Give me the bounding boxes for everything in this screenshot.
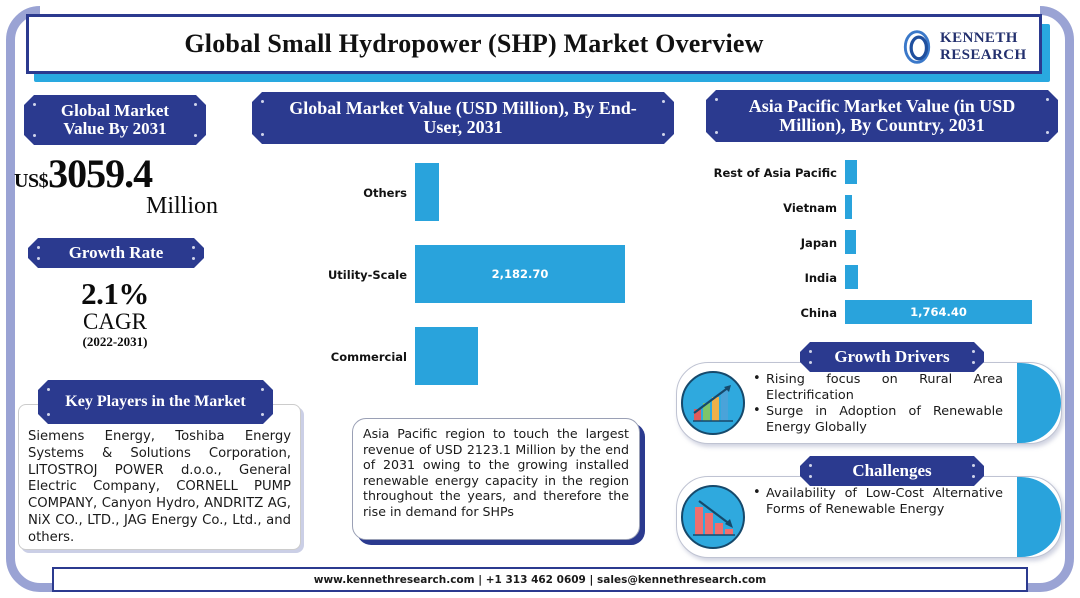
list-item: Surge in Adoption of Renewable Energy Gl… <box>753 403 1003 436</box>
ribbon-challenges: Challenges <box>800 456 984 486</box>
chart-bar <box>415 327 478 385</box>
cagr-percent: 2.1% <box>81 276 149 311</box>
ribbon-growth-drivers: Growth Drivers <box>800 342 984 372</box>
key-players-text: Siemens Energy, Toshiba Energy Systems &… <box>28 429 291 545</box>
chart-bar <box>845 195 852 219</box>
headline-market-value: US$3059.4 Million <box>14 150 224 220</box>
chart-bar-row: Others <box>258 155 670 229</box>
cagr-label: CAGR <box>83 309 147 334</box>
ribbon-label: Growth Drivers <box>834 346 950 366</box>
chart-bar: 1,764.40 <box>845 300 1032 324</box>
chart-bar <box>415 163 439 221</box>
cagr-block: 2.1% CAGR (2022-2031) <box>20 276 210 350</box>
bar-category-label: Rest of Asia Pacific <box>713 165 837 180</box>
bar-value-label: 1,764.40 <box>910 305 967 319</box>
ribbon-key-players: Key Players in the Market <box>38 380 273 424</box>
footer-contact-text: www.kennethresearch.com | +1 313 462 060… <box>313 573 767 586</box>
ribbon-label: Global Market Value (USD Million), By En… <box>289 97 637 137</box>
ribbon-apac-chart: Asia Pacific Market Value (in USD Millio… <box>706 90 1058 142</box>
chart-bar <box>845 160 857 184</box>
chart-bar <box>845 230 856 254</box>
bar-category-label: India <box>804 270 837 285</box>
chart-bar <box>845 265 858 289</box>
bar-category-label: Utility-Scale <box>327 267 407 282</box>
ribbon-global-end-user-chart: Global Market Value (USD Million), By En… <box>252 92 674 144</box>
growth-chart-up-icon <box>681 371 745 435</box>
bar-category-label: Commercial <box>330 349 407 364</box>
growth-drivers-list: Rising focus on Rural Area Electrificati… <box>753 371 1003 436</box>
brand-logo: KENNETH RESEARCH <box>899 26 1029 68</box>
chart-bar-row: Utility-Scale 2,182.70 <box>258 237 670 311</box>
challenges-panel: Availability of Low-Cost Alternative For… <box>676 476 1062 558</box>
title-banner: Global Small Hydropower (SHP) Market Ove… <box>26 14 1042 74</box>
bar-value-label: 2,182.70 <box>491 267 549 281</box>
panel-accent-cap <box>1017 363 1061 443</box>
market-value-number: 3059.4 <box>48 151 153 196</box>
cagr-period: (2022-2031) <box>82 334 148 349</box>
market-value-unit: Million <box>145 193 218 219</box>
callout-text: Asia Pacific region to touch the largest… <box>363 426 629 519</box>
logo-line-2: RESEARCH <box>940 47 1027 63</box>
currency-symbol: US$ <box>14 170 49 192</box>
growth-drivers-panel: Rising focus on Rural Area Electrificati… <box>676 362 1062 444</box>
bar-category-label: Others <box>363 185 407 200</box>
ribbon-label: Key Players in the Market <box>65 393 246 411</box>
panel-accent-cap <box>1017 477 1061 557</box>
callout-asia-pacific: Asia Pacific region to touch the largest… <box>352 418 640 540</box>
chart-bar-row: China 1,764.40 <box>700 298 1060 326</box>
chart-bar: 2,182.70 <box>415 245 625 303</box>
growth-drivers-body: Rising focus on Rural Area Electrificati… <box>753 371 1003 436</box>
challenges-body: Availability of Low-Cost Alternative For… <box>753 485 1003 518</box>
logo-wordmark: KENNETH RESEARCH <box>940 30 1027 64</box>
ribbon-label: Challenges <box>852 460 932 480</box>
ribbon-label: Global Market Value By 2031 <box>60 100 170 138</box>
list-item: Rising focus on Rural Area Electrificati… <box>753 371 1003 404</box>
chart-bar-row: Vietnam <box>700 193 1060 221</box>
key-players-card: Siemens Energy, Toshiba Energy Systems &… <box>18 404 301 550</box>
logo-line-1: KENNETH <box>940 30 1018 46</box>
list-item: Availability of Low-Cost Alternative For… <box>753 485 1003 518</box>
declining-chart-down-icon <box>681 485 745 549</box>
chart-bar-row: Rest of Asia Pacific <box>700 158 1060 186</box>
ribbon-label: Asia Pacific Market Value (in USD Millio… <box>748 95 1016 135</box>
ribbon-growth-rate: Growth Rate <box>28 238 204 268</box>
bar-category-label: Japan <box>800 235 837 250</box>
kenneth-research-logo-icon <box>903 30 931 64</box>
chart-bar-row: Commercial <box>258 319 670 393</box>
page-title: Global Small Hydropower (SHP) Market Ove… <box>184 29 764 58</box>
bar-category-label: Vietnam <box>783 200 837 215</box>
footer-bar: www.kennethresearch.com | +1 313 462 060… <box>52 567 1028 592</box>
chart-bar-row: India <box>700 263 1060 291</box>
chart-global-by-end-user: Others Utility-Scale 2,182.70 Commercial <box>258 155 670 395</box>
challenges-list: Availability of Low-Cost Alternative For… <box>753 485 1003 518</box>
ribbon-global-market-value: Global Market Value By 2031 <box>24 95 206 145</box>
chart-apac-by-country: Rest of Asia Pacific Vietnam Japan India Chi… <box>700 158 1060 330</box>
ribbon-label: Growth Rate <box>68 242 164 262</box>
bar-category-label: China <box>800 305 837 320</box>
chart-bar-row: Japan <box>700 228 1060 256</box>
